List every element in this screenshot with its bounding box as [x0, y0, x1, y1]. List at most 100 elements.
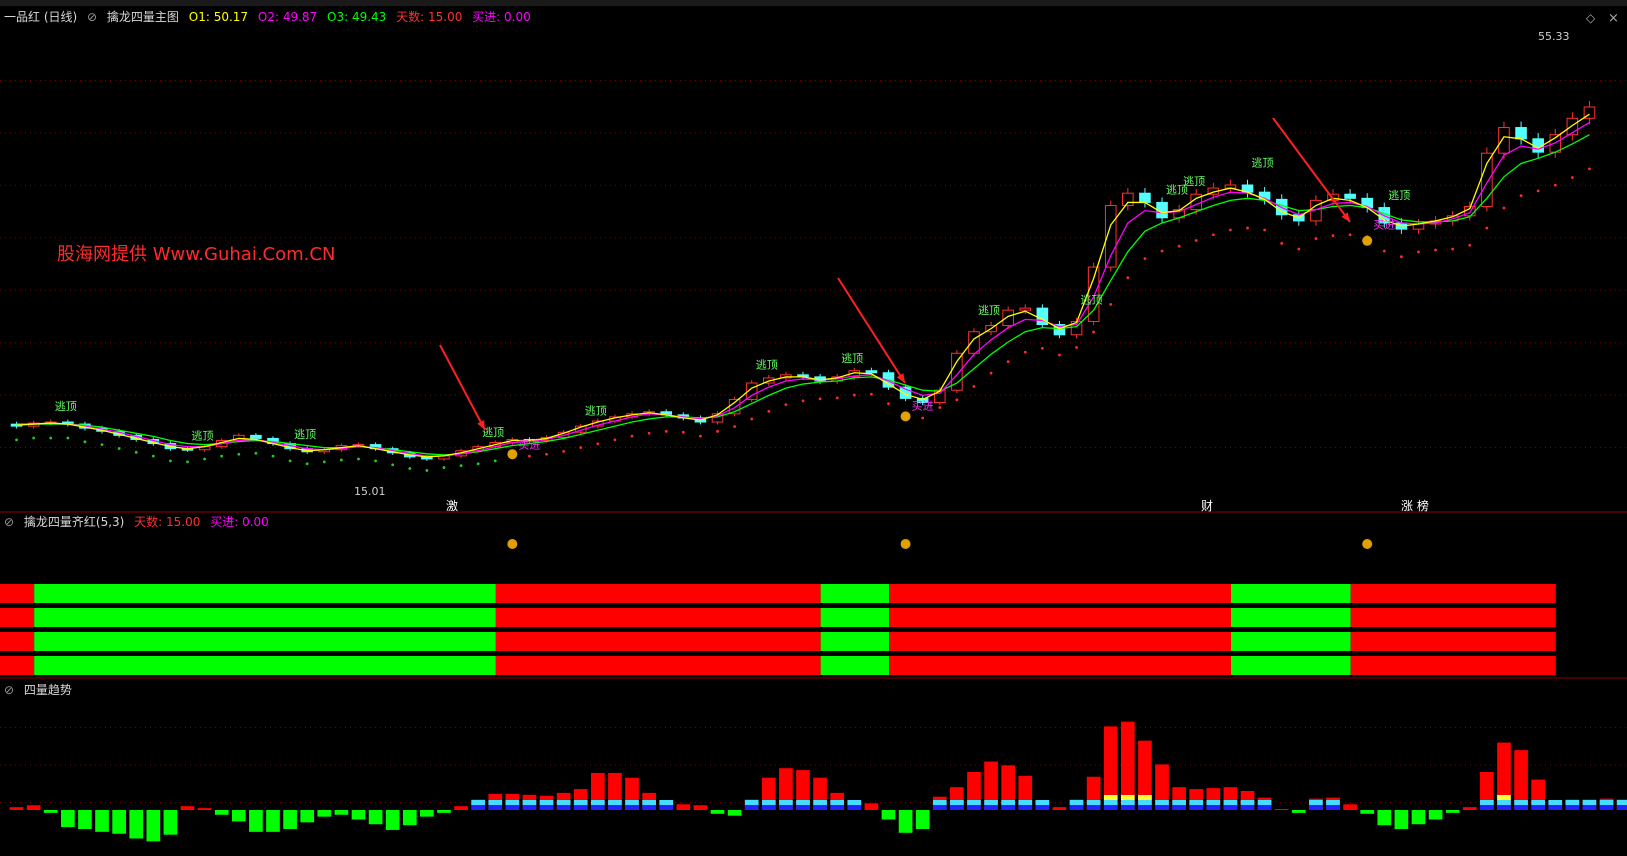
stop-dot [66, 436, 70, 440]
trend-bar-base [1086, 805, 1101, 810]
trend-bar-base [1565, 800, 1580, 805]
money-bag-icon [900, 539, 911, 549]
money-bag-icon [1362, 235, 1373, 246]
trend-bar-base [608, 800, 622, 805]
trend-bar-base [1138, 795, 1152, 800]
trend-bar-base [813, 800, 827, 805]
stop-dot [459, 464, 463, 468]
trend-bar-base [1257, 800, 1272, 805]
trend-bar-base [505, 800, 520, 805]
candle-body [1087, 266, 1100, 322]
trend-bar [43, 810, 58, 813]
collapse-icon[interactable]: ⊘ [87, 10, 98, 24]
stop-dot [818, 397, 822, 401]
escape-top-label: 逃顶 [756, 359, 778, 372]
collapse-icon[interactable]: ⊘ [4, 515, 15, 529]
ma2-line [16, 121, 1590, 457]
trend-bar-base [1018, 800, 1033, 805]
trend-bar [197, 808, 212, 810]
trend-bar-base [932, 805, 947, 810]
stop-dot [288, 459, 292, 463]
ma1-line [16, 113, 1590, 458]
trend-bar [881, 810, 896, 820]
stop-dot [1331, 234, 1335, 238]
trend-bar-base [761, 800, 776, 805]
stop-dot [852, 393, 856, 397]
trend-bar-base [573, 805, 588, 810]
trend-bar-base [1599, 805, 1614, 810]
stop-dot [442, 466, 446, 469]
trend-bar-base [1103, 800, 1118, 805]
trend-bar [180, 806, 195, 810]
candle-body [1566, 117, 1579, 136]
trend-bar-base [591, 800, 605, 805]
signal-segment [495, 632, 821, 651]
signal-segment [495, 656, 821, 675]
trend-bar-base [830, 805, 845, 810]
grid-lines [0, 79, 1627, 803]
close-icon[interactable]: × [1608, 11, 1619, 26]
stop-dot [750, 417, 754, 421]
stop-dot [681, 430, 685, 434]
trend-bar [266, 810, 280, 832]
o2-value: O2: 49.87 [257, 10, 318, 24]
trend-bar-base [1514, 800, 1528, 805]
stop-dot [1246, 226, 1249, 230]
trend-bar-base [1223, 805, 1238, 810]
candle-body [1053, 324, 1066, 336]
stop-dot [1194, 239, 1198, 242]
trend-bar-base [522, 805, 537, 810]
candle-body [711, 413, 724, 423]
annotation-arrowhead [477, 420, 485, 430]
trend-bar [26, 805, 41, 810]
trend-bar-base [1326, 805, 1340, 810]
annotation-arrowhead [896, 373, 905, 383]
stop-dot [493, 459, 497, 463]
trend-bar [1052, 807, 1067, 810]
trend-bar [214, 810, 229, 815]
collapse-icon[interactable]: ⊘ [4, 683, 15, 697]
trend-bar [317, 810, 332, 817]
annotation-arrow [439, 344, 486, 431]
trend-bar-base [984, 805, 998, 810]
stop-dot [1006, 360, 1010, 364]
mid-buy-value: 买进: 0.00 [210, 515, 269, 529]
stop-dot [801, 399, 805, 403]
trend-bar-base [1548, 800, 1563, 805]
trend-bar-base [1531, 805, 1545, 810]
trend-bar [351, 810, 366, 820]
stop-dot [1314, 237, 1318, 240]
trend-bar-base [1548, 805, 1563, 810]
stop-dot [579, 446, 583, 449]
trend-bar-base [1240, 800, 1255, 805]
signal-segment [889, 608, 1231, 627]
signal-pane [0, 584, 1556, 675]
event-label-1: 激 [446, 499, 458, 513]
stop-dot [1075, 345, 1078, 349]
candle-body [1515, 127, 1527, 140]
diamond-icon[interactable]: ◇ [1586, 11, 1596, 25]
trend-bar-base [761, 805, 776, 810]
trend-bar-base [1326, 800, 1340, 805]
stop-dot [476, 462, 480, 466]
trend-bar [402, 810, 417, 826]
trend-bar-base [539, 805, 554, 810]
trend-bar-base [556, 800, 571, 805]
stop-dot [151, 454, 155, 458]
label-layer: 股海网提供 Www.Guhai.Com.CN 55.33 15.01 激 财 涨… [55, 11, 1619, 549]
money-bag-icon [900, 411, 911, 422]
stop-dot [716, 429, 719, 433]
signal-segment [820, 608, 890, 627]
trend-bar-base [1172, 805, 1186, 810]
trend-bar-base [1172, 800, 1186, 805]
stop-dot [664, 429, 668, 433]
signal-segment [1230, 584, 1351, 603]
trend-bar [898, 810, 913, 833]
o1-value: O1: 50.17 [188, 10, 249, 24]
trend-bar-base [1155, 805, 1169, 810]
trend-bar-base [1103, 805, 1118, 810]
buy-signal-label: 买进 [518, 439, 540, 452]
trend-bar-base [1309, 805, 1323, 810]
bottom-indicator-name: 四量趋势 [23, 683, 72, 697]
stop-dot [1040, 346, 1044, 350]
